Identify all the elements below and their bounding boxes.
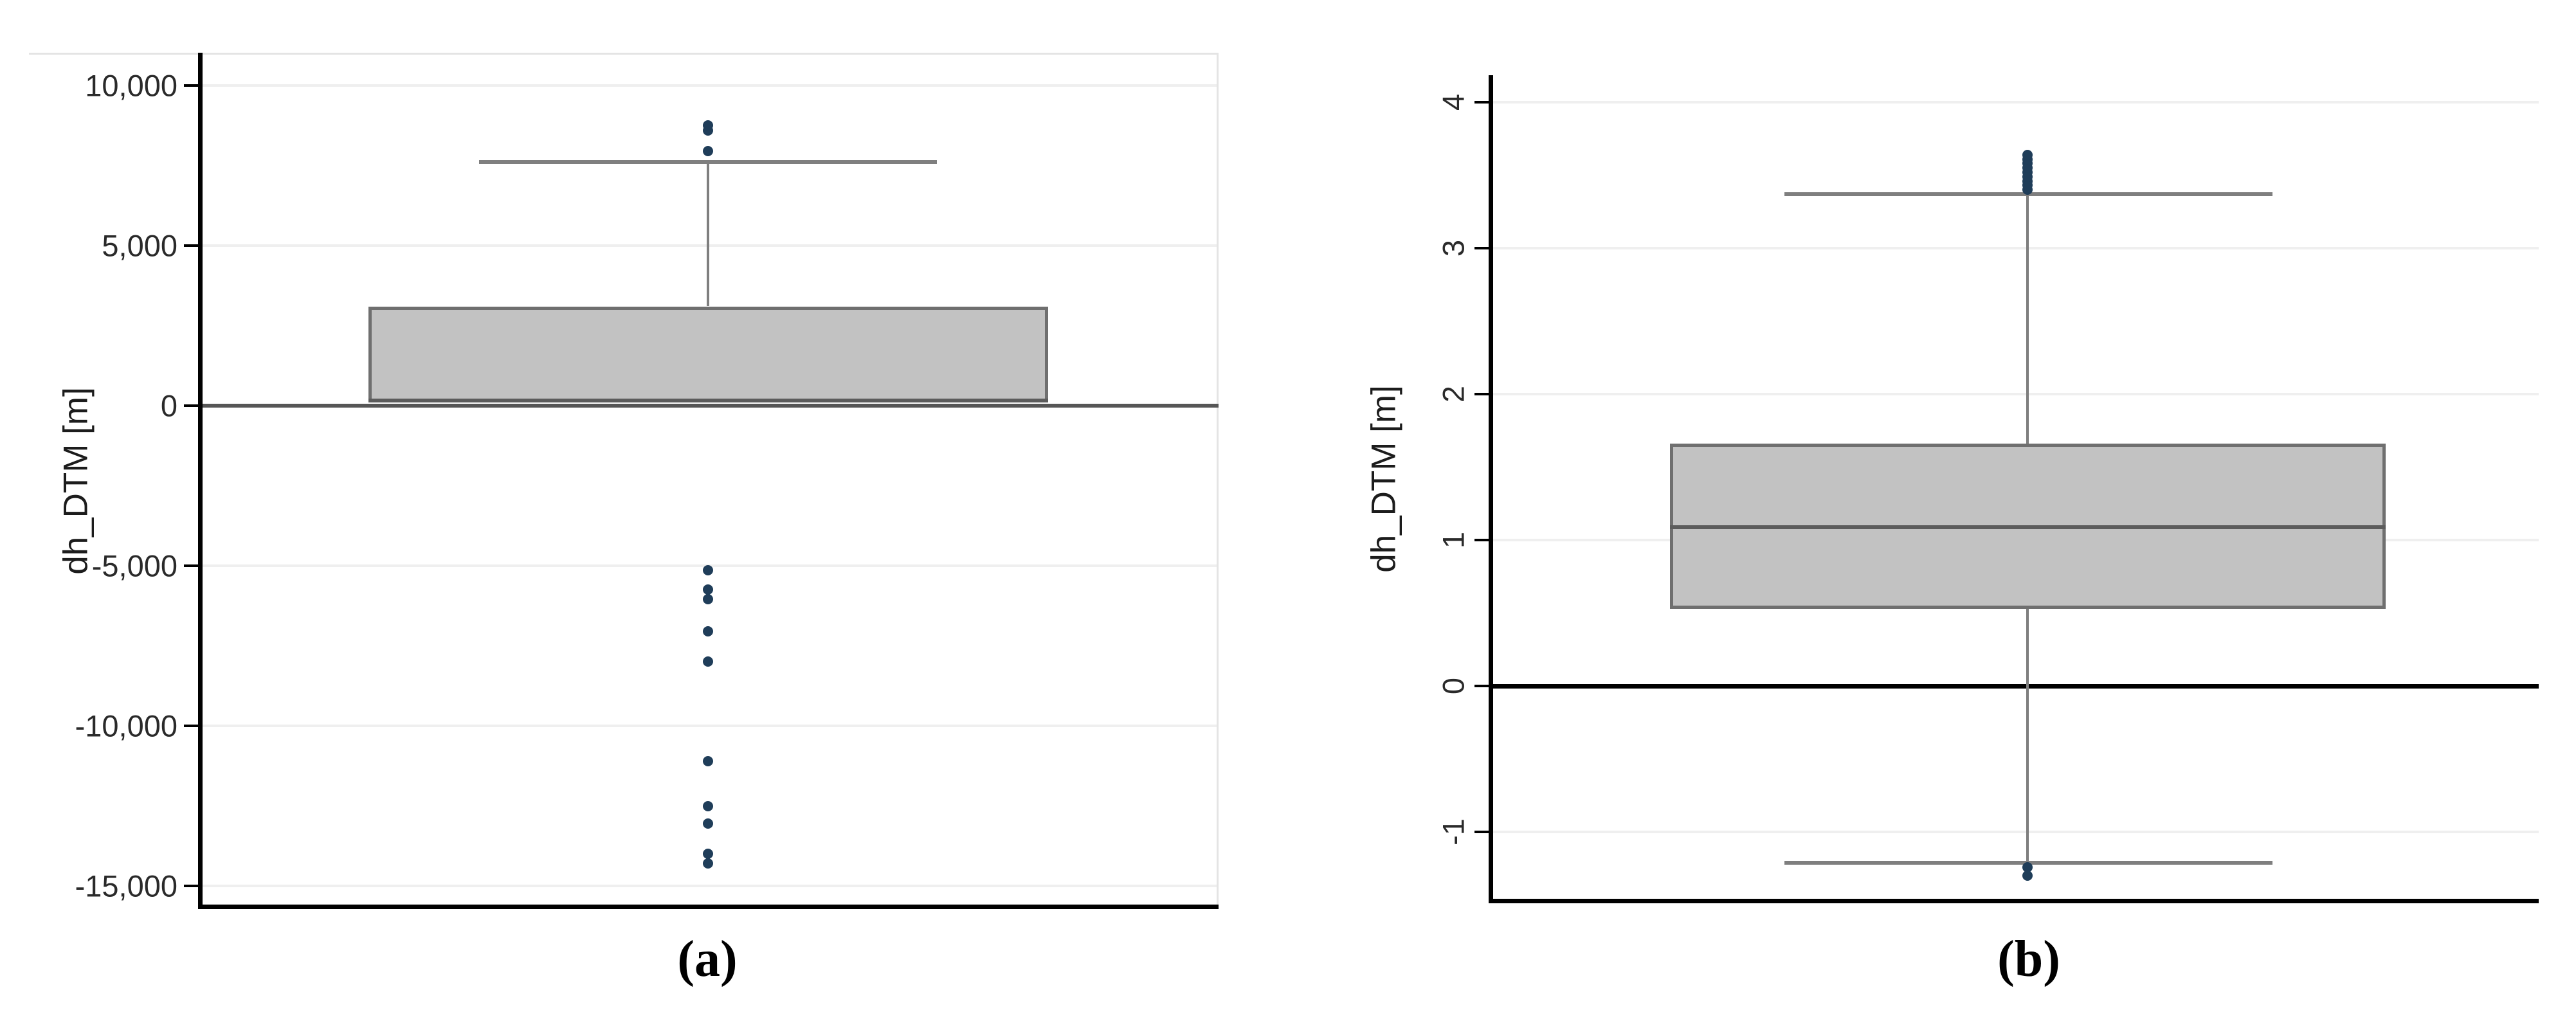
y-tick-label-b-3: 3 [1436, 239, 1471, 257]
outlier-dot-a-lo-2 [703, 594, 713, 605]
y-tick-label-b-0: 0 [1436, 677, 1471, 695]
outlier-dot-a-lo-9 [703, 858, 713, 869]
y-tick-a-5,000 [184, 244, 198, 247]
y-axis-line-b [1489, 75, 1493, 903]
gridline-b--1 [1493, 831, 2539, 834]
lower-whisker-stem-b [2026, 608, 2029, 863]
outlier-dot-b-lo-1 [2022, 870, 2033, 881]
y-tick-label-b--1: -1 [1436, 818, 1471, 845]
y-tick-a-0 [184, 404, 198, 407]
gridline-a-5,000 [203, 244, 1219, 247]
gridline-b-4 [1493, 100, 2539, 104]
outlier-dot-a-lo-6 [703, 800, 713, 811]
gridline-b-2 [1493, 393, 2539, 395]
y-tick-a--10,000 [184, 725, 198, 728]
median-line-a [368, 398, 1048, 402]
y-tick-b--1 [1474, 831, 1489, 834]
outlier-dot-b-up-8 [2022, 149, 2033, 160]
y-tick-label-a-0: 0 [160, 388, 177, 423]
outlier-dot-a-lo-7 [703, 818, 713, 829]
y-tick-b-2 [1474, 393, 1489, 395]
plot-top-border-a [29, 53, 1219, 55]
y-tick-label-a--5,000: -5,000 [91, 548, 177, 583]
x-axis-line-a [198, 905, 1219, 909]
zero-line-b [1493, 683, 2539, 689]
y-tick-b-1 [1474, 539, 1489, 542]
median-line-b [1670, 525, 2386, 529]
gridline-a--15,000 [203, 885, 1219, 888]
outlier-dot-a-lo-3 [703, 626, 713, 637]
y-tick-label-b-2: 2 [1436, 385, 1471, 403]
y-tick-label-b-1: 1 [1436, 531, 1471, 549]
y-tick-label-a--10,000: -10,000 [75, 708, 177, 743]
y-tick-a--5,000 [184, 564, 198, 567]
upper-whisker-stem-a [707, 162, 709, 307]
outlier-dot-a-lo-1 [703, 584, 713, 595]
y-tick-b-0 [1474, 685, 1489, 688]
outlier-dot-a-lo-5 [703, 755, 713, 766]
outlier-dot-a-up-2 [703, 120, 713, 131]
y-tick-label-a-10,000: 10,000 [85, 68, 177, 103]
y-tick-a--15,000 [184, 885, 198, 888]
caption-b: (b) [1997, 931, 2060, 987]
iqr-box-a [368, 306, 1048, 402]
y-tick-b-4 [1474, 100, 1489, 104]
y-tick-label-a-5,000: 5,000 [102, 228, 177, 263]
outlier-dot-a-up-0 [703, 145, 713, 156]
upper-whisker-cap-a [479, 160, 937, 165]
y-tick-b-3 [1474, 247, 1489, 249]
outlier-dot-a-lo-4 [703, 656, 713, 667]
outlier-dot-a-lo-8 [703, 849, 713, 860]
y-axis-label-b: dh_DTM [m] [1365, 385, 1403, 573]
gridline-a-10,000 [203, 84, 1219, 87]
plot-right-border-a [1217, 53, 1219, 905]
y-tick-a-10,000 [184, 84, 198, 87]
y-axis-label-a: dh_DTM [m] [57, 387, 95, 575]
gridline-a--10,000 [203, 725, 1219, 728]
y-tick-label-b-4: 4 [1436, 93, 1471, 111]
upper-whisker-stem-b [2026, 194, 2029, 444]
outlier-dot-b-lo-0 [2022, 861, 2033, 872]
zero-line-a [203, 403, 1219, 408]
y-tick-label-a--15,000: -15,000 [75, 869, 177, 903]
y-axis-line-a [198, 53, 203, 909]
outlier-dot-a-lo-0 [703, 565, 713, 576]
caption-a: (a) [677, 931, 738, 987]
x-axis-line-b [1489, 899, 2539, 903]
gridline-b-3 [1493, 247, 2539, 249]
